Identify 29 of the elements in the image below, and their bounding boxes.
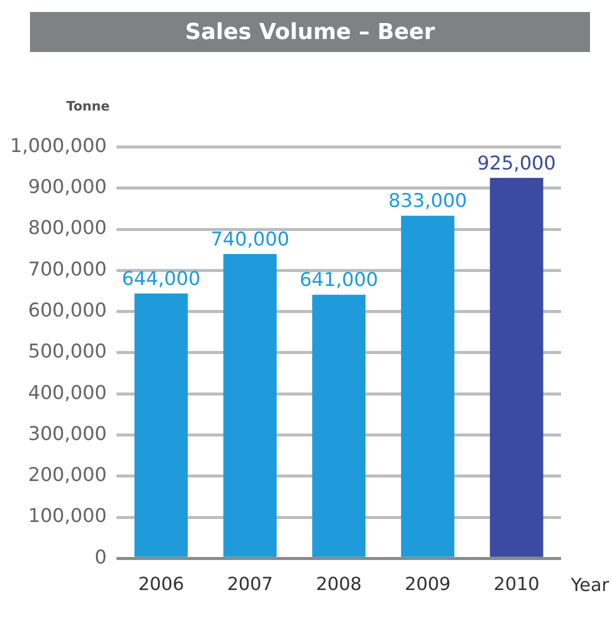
y-tick-label: 700,000: [28, 258, 107, 280]
bar: [134, 293, 188, 557]
data-label: 641,000: [300, 269, 378, 292]
y-tick-label: 1,000,000: [10, 134, 107, 157]
data-label: 740,000: [210, 228, 290, 250]
chart-title: Sales Volume – Beer: [30, 12, 590, 52]
x-tick-label: 2007: [227, 574, 273, 595]
y-tick-label: 200,000: [28, 464, 107, 486]
data-label: 644,000: [122, 268, 200, 290]
y-tick-label: 800,000: [28, 217, 107, 240]
y-axis-title: Tonne: [66, 99, 110, 114]
y-tick-label: 600,000: [28, 299, 107, 322]
y-tick-label: 300,000: [28, 422, 107, 445]
x-axis-title: Year: [570, 575, 610, 596]
y-tick-label: 500,000: [28, 340, 107, 363]
bar: [223, 254, 277, 557]
y-tick-label: 0: [94, 546, 107, 568]
data-label: 925,000: [477, 152, 556, 174]
y-tick-label: 900,000: [28, 176, 107, 198]
bar: [401, 216, 454, 557]
data-label: 833,000: [388, 190, 467, 212]
y-tick-label: 100,000: [28, 505, 107, 528]
x-tick-label: 2009: [404, 574, 451, 595]
x-tick-label: 2010: [494, 574, 540, 595]
x-tick-label: 2008: [316, 574, 362, 595]
bar: [312, 294, 366, 557]
x-tick-label: 2006: [138, 574, 184, 595]
y-tick-label: 400,000: [28, 382, 107, 404]
bar: [490, 178, 544, 557]
